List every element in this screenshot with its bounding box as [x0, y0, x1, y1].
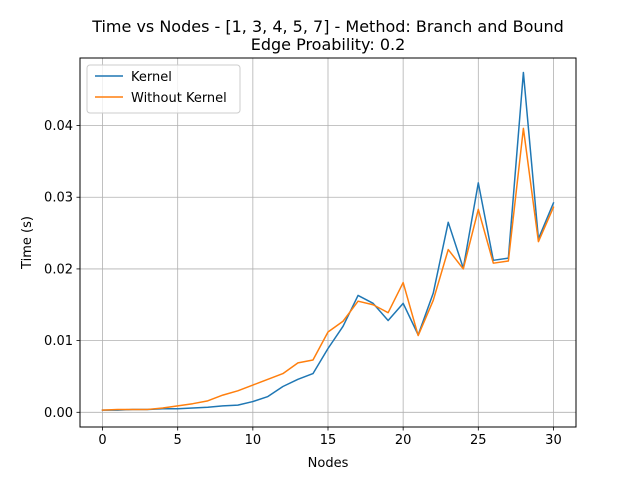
- legend: Kernel Without Kernel: [86, 64, 241, 114]
- axis-ticks: 0 5 10 15 20 25 30 0.00 0.01 0.02 0.03 0.04: [44, 119, 562, 448]
- x-tick-label: 5: [174, 433, 182, 448]
- y-tick-label: 0.00: [44, 406, 73, 421]
- series-lines: [101, 71, 555, 411]
- grid-lines: [80, 58, 576, 427]
- x-tick-label: 30: [545, 433, 562, 448]
- y-axis-label: Time (s): [20, 216, 35, 270]
- x-tick-label: 10: [245, 433, 262, 448]
- x-tick-label: 15: [320, 433, 337, 448]
- legend-box: [86, 64, 241, 114]
- x-axis-label: Nodes: [308, 456, 349, 471]
- y-tick-label: 0.04: [44, 119, 73, 134]
- series-line-without-kernel: [101, 127, 555, 411]
- series-line-kernel: [101, 71, 555, 411]
- x-tick-label: 25: [470, 433, 487, 448]
- y-tick-label: 0.02: [44, 262, 73, 277]
- chart-subtitle: Edge Proability: 0.2: [251, 35, 406, 54]
- x-tick-label: 20: [395, 433, 412, 448]
- y-tick-label: 0.01: [44, 334, 73, 349]
- y-tick-label: 0.03: [44, 191, 73, 206]
- legend-label-without-kernel: Without Kernel: [131, 91, 227, 106]
- legend-label-kernel: Kernel: [131, 70, 172, 85]
- chart-title: Time vs Nodes - [1, 3, 4, 5, 7] - Method…: [91, 17, 564, 36]
- x-tick-label: 0: [98, 433, 106, 448]
